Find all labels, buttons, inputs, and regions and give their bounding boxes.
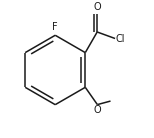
Text: O: O — [94, 105, 101, 115]
Text: O: O — [93, 2, 101, 12]
Text: Cl: Cl — [116, 34, 125, 43]
Text: F: F — [52, 22, 58, 32]
